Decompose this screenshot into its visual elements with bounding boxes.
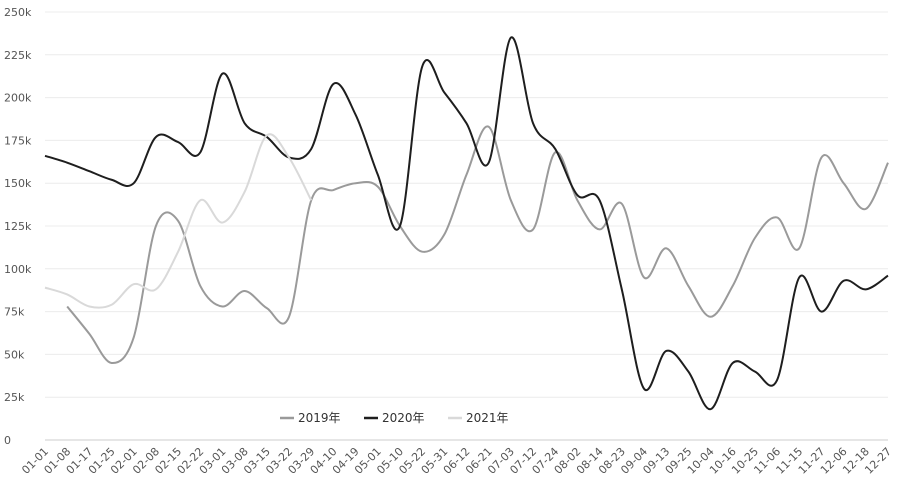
y-tick-label: 125k xyxy=(4,220,32,233)
y-tick-label: 100k xyxy=(4,263,32,276)
y-tick-label: 250k xyxy=(4,6,32,19)
legend-label: 2021年 xyxy=(466,411,509,425)
series-line xyxy=(44,133,313,309)
y-tick-label: 75k xyxy=(4,306,25,319)
series-line xyxy=(66,125,889,364)
y-tick-label: 175k xyxy=(4,134,32,147)
y-tick-label: 0 xyxy=(4,434,11,447)
y-tick-label: 150k xyxy=(4,177,32,190)
y-tick-label: 200k xyxy=(4,92,32,105)
series-line xyxy=(44,36,889,411)
y-tick-label: 25k xyxy=(4,391,25,404)
legend-label: 2019年 xyxy=(298,411,341,425)
y-tick-label: 225k xyxy=(4,49,32,62)
y-tick-label: 50k xyxy=(4,348,25,361)
legend-label: 2020年 xyxy=(382,411,425,425)
